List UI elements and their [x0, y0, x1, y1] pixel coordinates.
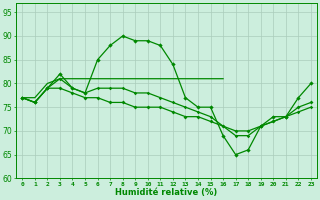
X-axis label: Humidité relative (%): Humidité relative (%) — [116, 188, 218, 197]
